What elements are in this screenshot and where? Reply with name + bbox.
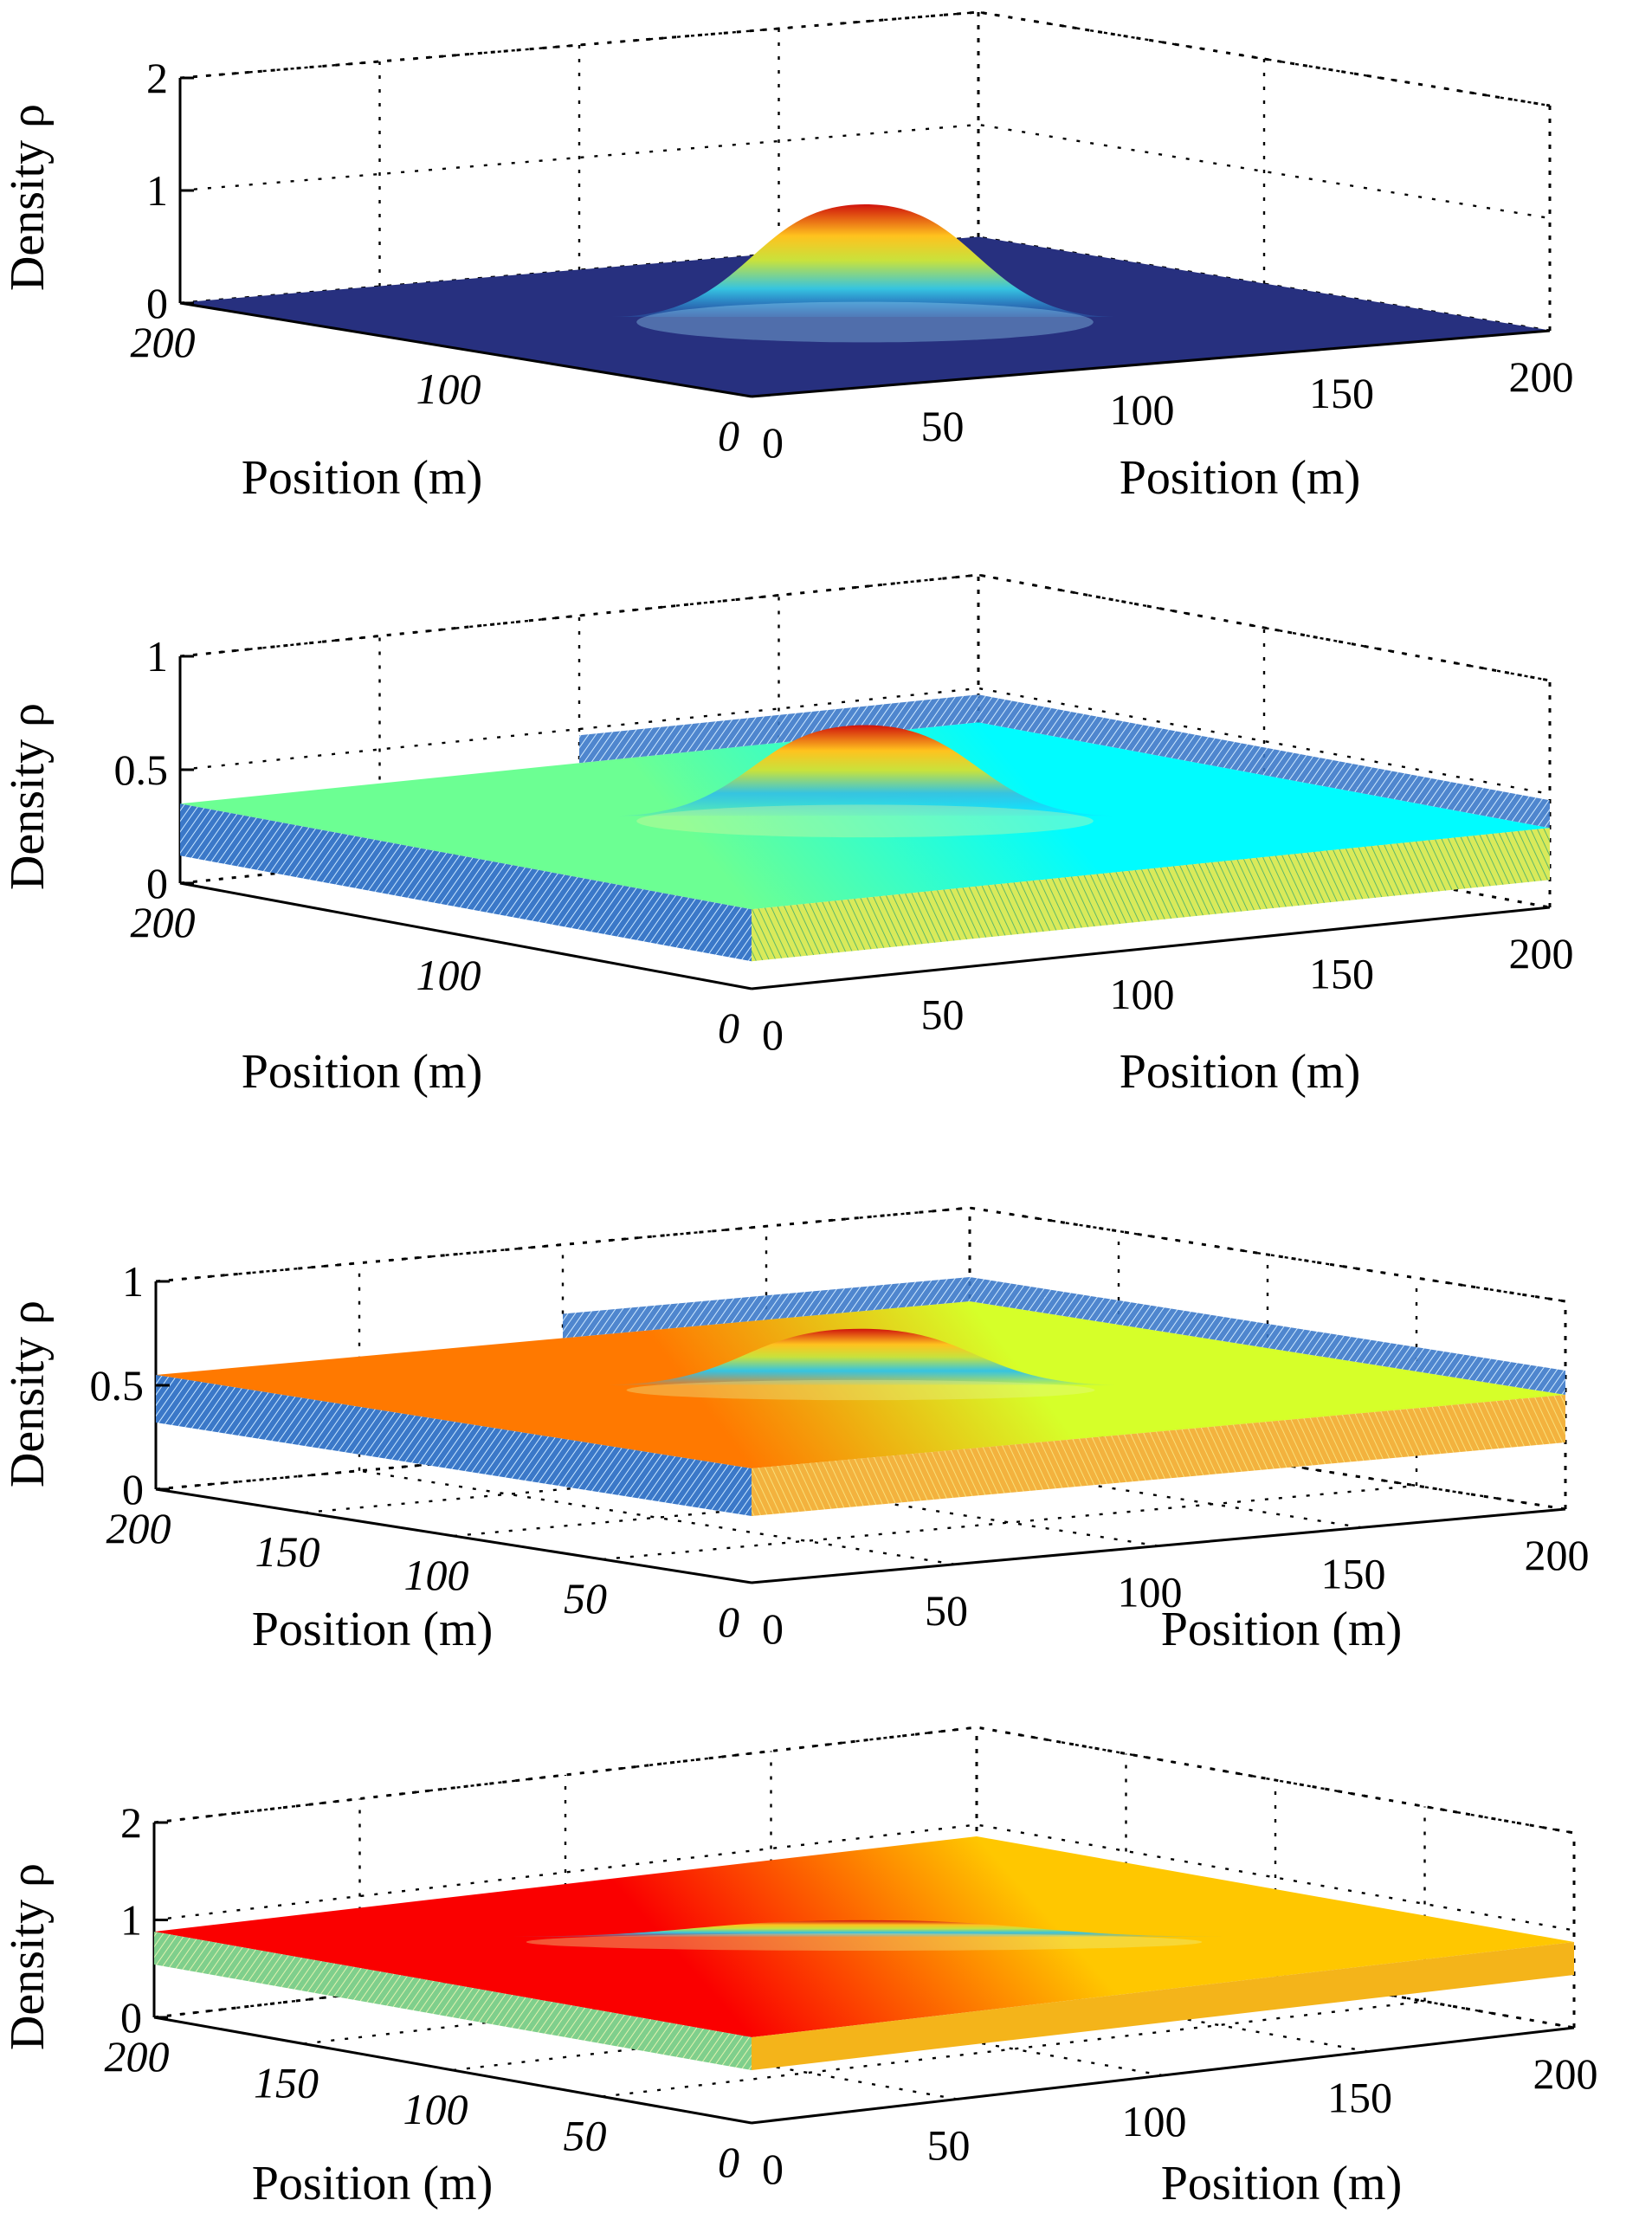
x-axis [751, 1507, 1566, 1584]
peak-base-glow [636, 301, 1094, 343]
y-tick-label: 50 [564, 2112, 607, 2160]
x-tick-label: 100 [1122, 2097, 1187, 2145]
x-axis-title: Position (m) [1161, 1603, 1402, 1656]
edge-wall-left [180, 803, 752, 962]
x-axis-title: Position (m) [1120, 451, 1360, 505]
x-tick-label: 200 [1525, 1531, 1590, 1579]
z-tick-label: 0.5 [114, 745, 169, 794]
edge-wall-right-far [752, 828, 1550, 962]
z-tick-label: 0 [146, 859, 168, 907]
x-tick-label: 100 [1110, 385, 1175, 434]
z-axis-title: Density ρ [1, 1300, 55, 1487]
peak-base-glow [526, 1933, 1203, 1951]
y-tick-label: 0 [718, 1597, 739, 1646]
x-tick-label: 0 [762, 1604, 784, 1653]
edge-wall-back [579, 694, 1550, 829]
density-surface [180, 722, 1550, 910]
axes-box-top [179, 573, 1551, 682]
x-tick-label: 200 [1509, 929, 1574, 978]
x-tick-label: 0 [762, 1010, 784, 1059]
y-tick-label: 200 [131, 318, 196, 366]
y-axis [155, 1487, 752, 1584]
edge-wall-back [563, 1277, 1565, 1395]
z-tick-label: 0.5 [90, 1361, 145, 1410]
y-tick-label: 150 [255, 1527, 320, 1576]
y-axis-title: Position (m) [252, 2157, 493, 2210]
x-tick-label: 150 [1327, 2074, 1392, 2122]
z-tick-label: 1 [146, 632, 168, 681]
grid-line [179, 573, 1551, 682]
y-tick-label: 150 [254, 2059, 319, 2107]
x-tick-label: 50 [925, 1586, 968, 1635]
density-peak [600, 1328, 1121, 1385]
x-tick-label: 50 [921, 990, 965, 1039]
z-tick-label: 0 [120, 1993, 142, 2042]
y-axis [153, 2016, 752, 2125]
y-axis-title: Position (m) [242, 451, 482, 505]
y-tick-label: 0 [718, 1003, 739, 1052]
y-tick-label: 100 [416, 365, 481, 413]
x-tick-label: 200 [1533, 2049, 1598, 2098]
y-axis-title: Position (m) [242, 1045, 482, 1099]
grid-line [179, 10, 1551, 107]
density-peak [488, 1920, 1240, 1937]
x-tick-label: 150 [1309, 369, 1374, 417]
y-tick-label: 0 [718, 2138, 739, 2186]
grid-line [153, 1726, 1575, 1835]
peak-base-glow [636, 804, 1094, 838]
x-tick-label: 150 [1309, 950, 1374, 998]
peak-base-glow [626, 1379, 1095, 1401]
edge-wall-right [752, 1942, 1574, 2070]
y-tick-label: 100 [404, 1551, 469, 1599]
z-axis-title: Density ρ [1, 104, 55, 291]
x-axis [751, 906, 1551, 990]
z-tick-label: 1 [146, 166, 168, 215]
y-axis [179, 301, 752, 398]
y-tick-label: 200 [106, 1504, 171, 1552]
x-tick-label: 0 [762, 2145, 784, 2193]
x-tick-label: 0 [762, 418, 784, 467]
z-axis-title: Density ρ [1, 1863, 55, 2050]
x-tick-label: 150 [1321, 1549, 1386, 1597]
x-tick-label: 50 [927, 2121, 971, 2170]
grid-line [602, 1484, 1417, 1561]
z-tick-label: 1 [122, 1257, 144, 1306]
y-tick-label: 200 [105, 2032, 170, 2081]
z-axis-title: Density ρ [1, 703, 55, 890]
density-peak [610, 204, 1120, 317]
edge-wall-right-far [752, 1395, 1565, 1516]
y-axis [179, 881, 752, 990]
edge-wall-left [156, 1375, 752, 1516]
y-tick-label: 100 [416, 951, 481, 999]
y-tick-label: 100 [403, 2085, 468, 2133]
x-axis-title: Position (m) [1120, 1045, 1360, 1099]
z-tick-label: 2 [120, 1798, 142, 1847]
x-axis [751, 2026, 1575, 2125]
x-tick-label: 200 [1509, 352, 1574, 401]
grid-line [155, 1206, 1566, 1303]
edge-wall-left [154, 1932, 752, 2070]
x-tick-label: 100 [1118, 1568, 1183, 1616]
x-axis-title: Position (m) [1161, 2157, 1402, 2210]
z-tick-label: 1 [120, 1896, 142, 1945]
density-peak [610, 725, 1120, 816]
x-tick-label: 100 [1110, 970, 1175, 1018]
grid-line [179, 123, 1551, 220]
y-tick-label: 200 [131, 898, 196, 946]
z-tick-label: 0 [122, 1465, 144, 1513]
z-tick-label: 0 [146, 279, 168, 327]
y-tick-label: 0 [718, 411, 739, 460]
y-axis-title: Position (m) [252, 1603, 493, 1656]
x-tick-label: 50 [921, 402, 965, 450]
x-axis [751, 329, 1551, 398]
axes-box-top [153, 1726, 1575, 1835]
y-tick-label: 50 [564, 1574, 607, 1623]
axes-box-top [179, 10, 1551, 107]
z-tick-label: 2 [146, 54, 168, 102]
